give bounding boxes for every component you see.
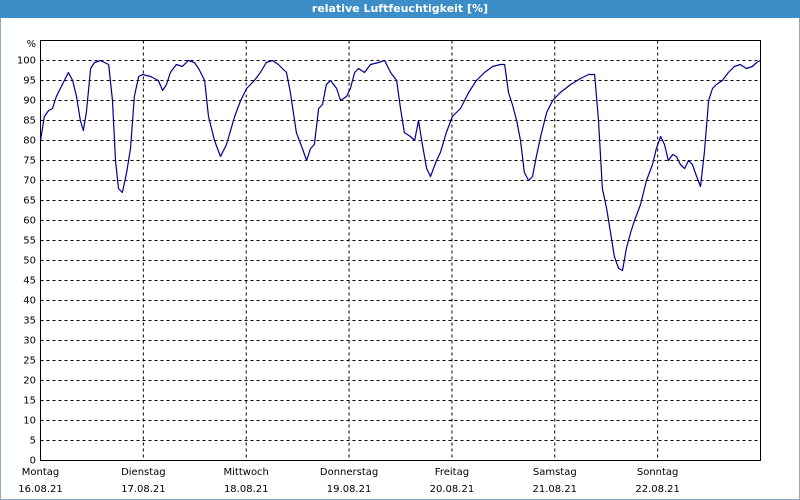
x-tick-label: 17.08.21 — [121, 484, 166, 495]
x-tick-label: Donnerstag — [320, 467, 378, 478]
y-tick-label: 50 — [23, 256, 36, 267]
y-tick-label: 70 — [23, 176, 36, 187]
title-bar — [0, 0, 800, 18]
x-tick-label: 16.08.21 — [18, 484, 63, 495]
x-tick-label: 22.08.21 — [635, 484, 680, 495]
y-tick-label: 0 — [30, 456, 36, 467]
y-tick-label: 80 — [23, 136, 36, 147]
chart-title: relative Luftfeuchtigkeit [%] — [312, 2, 488, 15]
y-tick-label: 40 — [23, 296, 36, 307]
y-tick-label: 65 — [23, 196, 36, 207]
y-tick-label: 25 — [23, 356, 36, 367]
x-tick-label: Samstag — [533, 467, 577, 478]
y-tick-label: 100 — [17, 56, 36, 67]
data-line — [39, 59, 761, 272]
y-tick-label: 45 — [23, 276, 36, 287]
y-tick-label: 95 — [23, 76, 36, 87]
x-tick-label: Montag — [22, 467, 59, 478]
x-tick-label: Freitag — [435, 467, 469, 478]
x-tick-label: Dienstag — [121, 467, 166, 478]
y-tick-label: 10 — [23, 416, 36, 427]
x-tick-label: Mittwoch — [224, 467, 269, 478]
y-tick-label: 30 — [23, 336, 36, 347]
x-tick-label: 20.08.21 — [430, 484, 475, 495]
y-tick-label: 5 — [30, 436, 36, 447]
y-tick-label: 15 — [23, 396, 36, 407]
y-tick-label: 90 — [23, 96, 36, 107]
y-axis-label: % — [26, 39, 36, 50]
y-tick-label: 60 — [23, 216, 36, 227]
y-tick-label: 55 — [23, 236, 36, 247]
y-tick-label: 20 — [23, 376, 36, 387]
x-tick-label: 18.08.21 — [224, 484, 269, 495]
y-tick-label: 75 — [23, 156, 36, 167]
y-tick-label: 35 — [23, 316, 36, 327]
x-tick-label: 21.08.21 — [533, 484, 578, 495]
y-tick-label: 85 — [23, 116, 36, 127]
x-tick-label: 19.08.21 — [327, 484, 372, 495]
x-tick-label: Sonntag — [637, 467, 679, 478]
